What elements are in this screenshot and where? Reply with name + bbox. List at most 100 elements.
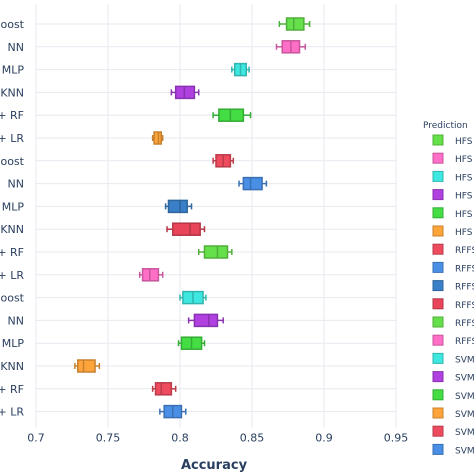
legend-label: SVM — [455, 355, 474, 365]
box-17[interactable] — [151, 382, 177, 396]
x-tick-label: 0.75 — [96, 432, 121, 445]
y-axis-labels: oost NN MLP KNN + RF + LR oost NN MLP KNN + RF + LR… — [0, 18, 25, 419]
box-iqr — [193, 313, 219, 328]
legend-item[interactable]: HFS — [432, 225, 473, 238]
box-10[interactable] — [166, 222, 206, 236]
legend-swatch — [432, 407, 444, 419]
y-tick-label: MLP — [2, 337, 25, 350]
box-5[interactable] — [212, 108, 252, 122]
legend-item[interactable]: HFS — [432, 207, 473, 220]
legend-label: HFS — [455, 173, 473, 183]
legend-swatch — [432, 134, 444, 146]
legend-swatch — [432, 352, 444, 364]
y-tick-label: NN — [8, 314, 24, 327]
box-15[interactable] — [177, 336, 206, 350]
legend-swatch — [432, 225, 444, 237]
box-13[interactable] — [179, 290, 207, 305]
box-1[interactable] — [278, 17, 311, 31]
box-iqr — [242, 176, 263, 191]
legend-label: HFS — [455, 137, 473, 147]
y-tick-label: + RF — [0, 246, 24, 259]
y-tick-label: + LR — [0, 132, 24, 145]
legend-item[interactable]: SVM — [432, 425, 474, 438]
legend-item[interactable]: SVM — [432, 389, 474, 402]
box-iqr — [172, 222, 201, 236]
box-6[interactable] — [151, 131, 164, 145]
legend-item[interactable]: SVM — [432, 443, 474, 456]
legend-item[interactable]: HFS — [432, 189, 473, 202]
y-tick-label: oost — [0, 18, 24, 31]
box-8[interactable] — [238, 176, 268, 191]
legend-swatch — [432, 243, 444, 255]
y-tick-label: NN — [8, 178, 24, 191]
legend-swatch — [432, 280, 444, 292]
x-axis-ticks: 0.7 0.75 0.8 0.85 0.9 0.95 — [27, 432, 408, 445]
legend-item[interactable]: HFS — [432, 170, 473, 183]
box-series — [74, 17, 311, 419]
y-tick-label: + LR — [0, 406, 24, 419]
y-tick-label: KNN — [0, 223, 24, 236]
y-tick-label: KNN — [0, 360, 24, 373]
legend-item[interactable]: SVM — [432, 371, 474, 384]
legend-swatch — [432, 207, 444, 219]
y-tick-label: KNN — [0, 86, 24, 99]
legend-title: Prediction — [423, 121, 468, 131]
legend-label: HFS — [455, 155, 473, 165]
y-tick-label: MLP — [2, 64, 25, 77]
legend-label: SVM — [455, 410, 474, 420]
legend-swatch — [432, 425, 444, 437]
y-tick-label: MLP — [2, 200, 25, 213]
legend-swatch — [432, 170, 444, 182]
box-7[interactable] — [212, 154, 235, 168]
box-11[interactable] — [197, 245, 233, 259]
legend-item[interactable]: HFS — [432, 134, 473, 147]
y-tick-label: oost — [0, 292, 24, 305]
box-iqr — [285, 17, 305, 31]
legend-item[interactable]: SVM — [432, 352, 474, 365]
box-14[interactable] — [187, 313, 224, 328]
x-tick-label: 0.85 — [240, 432, 265, 445]
legend-item[interactable]: SVM — [432, 407, 474, 420]
legend-item[interactable]: HFS — [432, 152, 473, 165]
box-2[interactable] — [275, 40, 307, 54]
box-9[interactable] — [164, 199, 193, 214]
legend-label: HFS — [455, 228, 473, 238]
x-tick-label: 0.9 — [315, 432, 333, 445]
box-iqr — [77, 359, 96, 373]
legend-swatch — [432, 261, 444, 273]
legend-swatch — [432, 152, 444, 164]
legend-swatch — [432, 371, 444, 383]
legend-label: SVM — [455, 392, 474, 402]
box-iqr — [154, 382, 173, 396]
box-12[interactable] — [138, 268, 164, 282]
y-tick-label: + RF — [0, 383, 24, 396]
box-iqr — [203, 245, 229, 259]
y-tick-label: NN — [8, 41, 24, 54]
legend-label: HFS — [455, 192, 473, 202]
box-iqr — [167, 199, 188, 214]
x-tick-label: 0.8 — [171, 432, 189, 445]
x-tick-label: 0.95 — [384, 432, 409, 445]
y-tick-label: + RF — [0, 109, 24, 122]
legend-label: HFS — [455, 210, 473, 220]
box-3[interactable] — [231, 62, 250, 77]
box-16[interactable] — [74, 359, 101, 373]
legend-swatch — [432, 189, 444, 201]
box-18[interactable] — [159, 404, 187, 419]
legend-swatch — [432, 443, 444, 455]
legend-label: SVM — [455, 428, 474, 438]
box-4[interactable] — [170, 85, 200, 100]
legend-label: SVM — [455, 446, 474, 456]
